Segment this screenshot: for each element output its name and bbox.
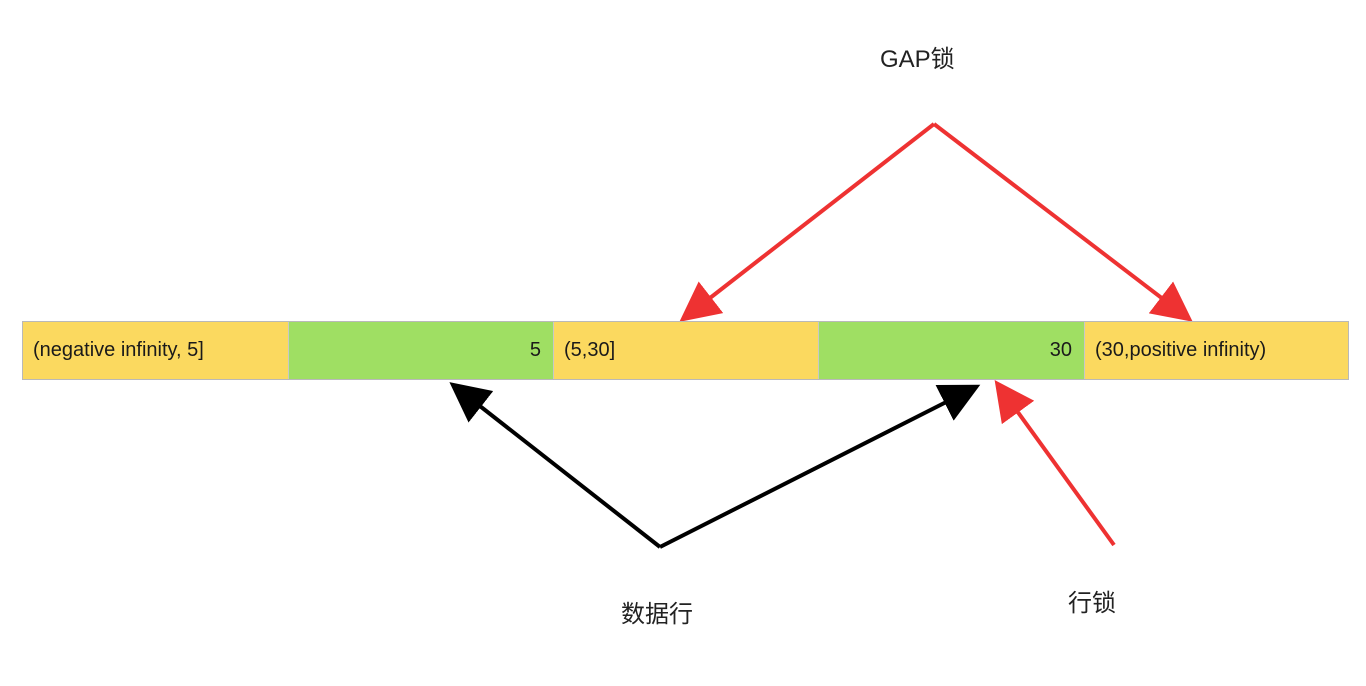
- row-lock-arrow: [994, 380, 1116, 547]
- index-range-bar: (negative infinity, 5] 5 (5,30] 30 (30,p…: [22, 321, 1349, 380]
- segment-row-5: 5: [288, 322, 553, 379]
- row-lock-label: 行锁: [1068, 590, 1116, 617]
- segment-row-30: 30: [818, 322, 1084, 379]
- segment-gap-5-30: (5,30]: [553, 322, 818, 379]
- segment-label: (negative infinity, 5]: [33, 339, 204, 361]
- segment-label: (5,30]: [564, 339, 616, 361]
- data-row-arrow-right: [659, 384, 981, 549]
- segment-label: 30: [1049, 339, 1072, 361]
- gap-lock-arrow-right: [932, 122, 1193, 322]
- data-row-label: 数据行: [621, 601, 693, 628]
- segment-gap-positive-infinity: (30,positive infinity): [1084, 322, 1348, 379]
- segment-gap-negative-infinity: (negative infinity, 5]: [23, 322, 288, 379]
- segment-label: 5: [529, 339, 541, 361]
- data-row-arrow-left: [449, 382, 662, 549]
- gap-lock-arrow-left: [679, 122, 936, 322]
- gap-lock-title: GAP锁: [880, 46, 955, 73]
- segment-label: (30,positive infinity): [1095, 339, 1267, 361]
